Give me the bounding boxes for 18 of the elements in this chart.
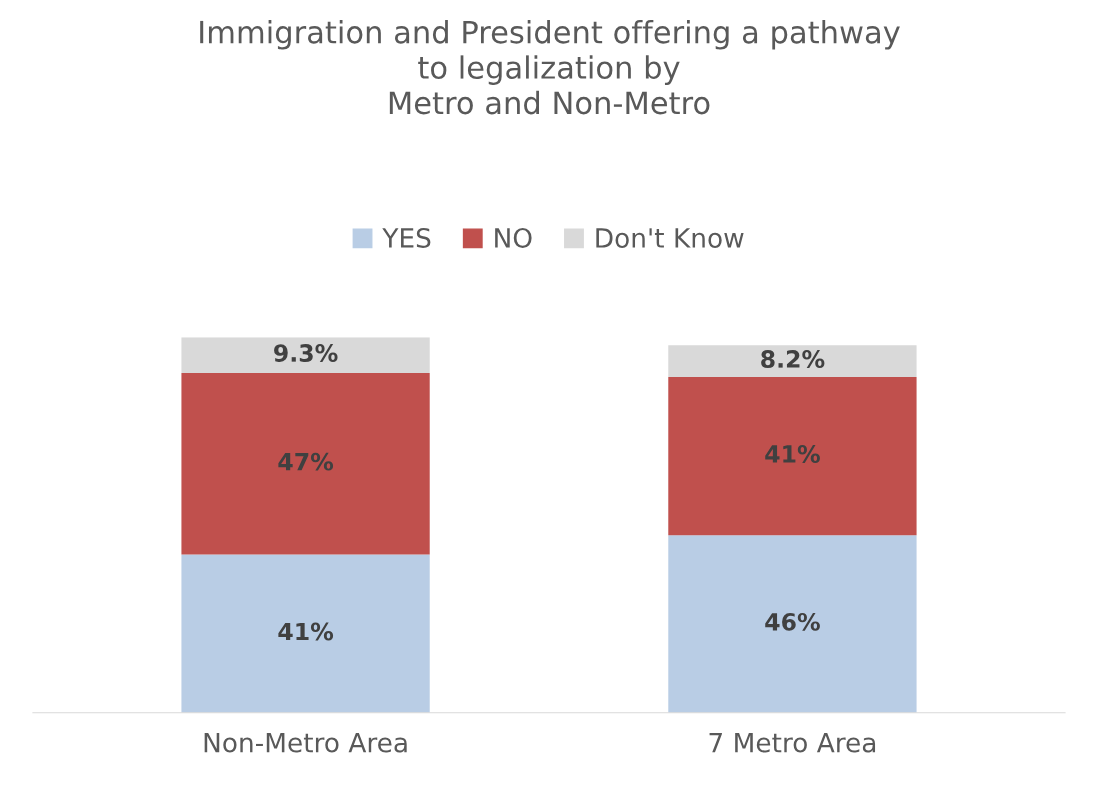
bar [181,373,430,555]
x-tick-label: Non-Metro Area [204,732,407,753]
data-label: 41% [765,445,820,463]
bar [181,554,430,713]
data-label: 47% [278,452,334,471]
data-label: 41% [278,622,334,641]
bar [668,535,917,713]
bar [668,376,917,536]
legend-label: Don't Know [596,228,744,248]
data-label: 8.2% [761,350,825,368]
legend-label: YES [382,227,431,248]
data-label: 46% [765,612,820,631]
chart-title: Immigration and President offering a pathway to legalization by Metro and Non-Metro [200,19,900,115]
bar [181,337,430,374]
legend-label: NO [495,227,532,248]
bar [668,345,917,377]
x-tick-label: 7 Metro Area [709,732,876,753]
data-label: 9.3% [274,344,338,362]
